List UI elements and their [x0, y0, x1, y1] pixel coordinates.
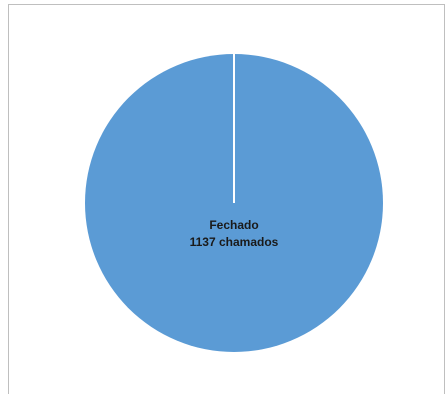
chart-area: Fechado 1137 chamados: [8, 4, 445, 394]
pie-slices: [85, 54, 383, 352]
pie-labels: Fechado 1137 chamados: [190, 218, 279, 249]
slice-category-label: Fechado: [209, 218, 258, 232]
slice-value-label: 1137 chamados: [190, 235, 279, 249]
pie-chart: Fechado 1137 chamados: [85, 54, 383, 352]
